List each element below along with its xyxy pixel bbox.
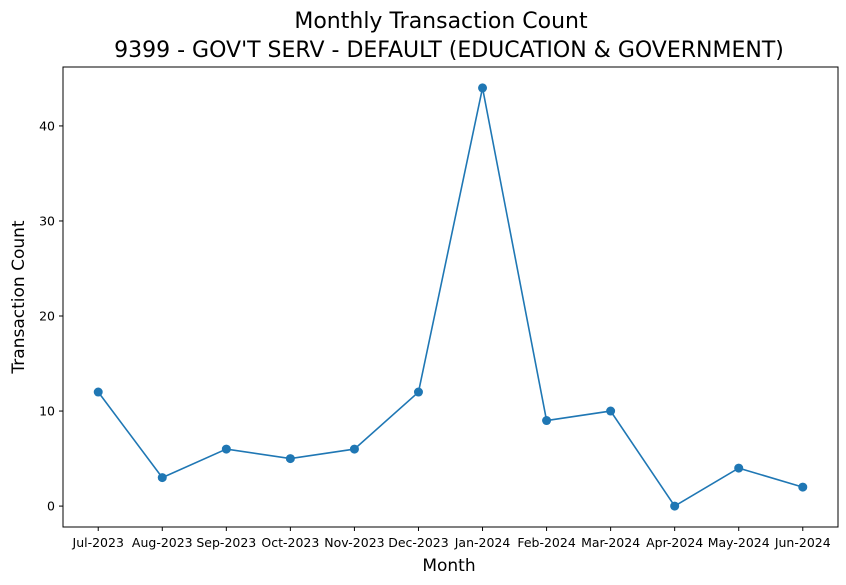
x-tick-label: May-2024 xyxy=(708,535,770,550)
series-group xyxy=(93,83,808,511)
data-point xyxy=(734,463,744,473)
data-point xyxy=(93,387,103,397)
x-axis: Jul-2023 Aug-2023 Sep-2023 Oct-2023 Nov-2023… xyxy=(72,527,831,550)
x-tick-label: Jun-2024 xyxy=(774,535,831,550)
x-tick-label: Apr-2024 xyxy=(646,535,703,550)
y-tick-label: 30 xyxy=(39,213,55,228)
x-tick-label: Nov-2023 xyxy=(324,535,384,550)
y-tick-label: 20 xyxy=(39,309,55,324)
y-tick-label: 0 xyxy=(47,499,55,514)
data-point xyxy=(157,473,167,483)
data-point xyxy=(478,83,488,93)
y-axis: 0 10 20 30 40 xyxy=(39,118,63,514)
data-point xyxy=(349,444,359,454)
y-axis-label: Transaction Count xyxy=(9,220,29,374)
x-tick-label: Sep-2023 xyxy=(196,535,256,550)
series-line xyxy=(97,87,803,508)
x-tick-label: Mar-2024 xyxy=(581,535,640,550)
x-tick-label: Feb-2024 xyxy=(517,535,576,550)
chart-title: Monthly Transaction Count xyxy=(294,9,588,34)
chart-subtitle: 9399 - GOV'T SERV - DEFAULT (EDUCATION &… xyxy=(114,38,784,63)
x-tick-label: Dec-2023 xyxy=(388,535,449,550)
y-tick-label: 40 xyxy=(39,118,55,133)
data-point xyxy=(542,416,552,426)
plot-area xyxy=(62,66,839,528)
data-point xyxy=(221,444,231,454)
x-tick-label: Aug-2023 xyxy=(132,535,193,550)
x-tick-label: Jan-2024 xyxy=(454,535,511,550)
data-point xyxy=(670,501,680,511)
data-point xyxy=(413,387,423,397)
data-point xyxy=(285,454,295,464)
data-point xyxy=(606,406,616,416)
data-point xyxy=(798,482,808,492)
y-tick-label: 10 xyxy=(39,404,55,419)
x-tick-label: Oct-2023 xyxy=(261,535,319,550)
x-axis-label: Month xyxy=(422,556,475,576)
x-tick-label: Jul-2023 xyxy=(72,535,124,550)
